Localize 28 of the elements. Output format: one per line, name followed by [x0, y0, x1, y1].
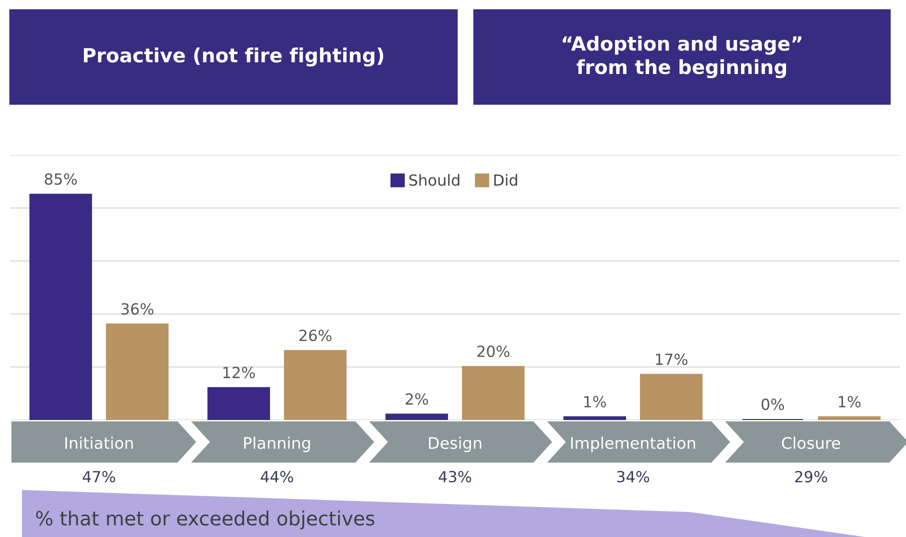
data-label: 2%	[406, 393, 428, 405]
x-tick-label: Implementation	[571, 436, 696, 452]
x-tick-label: Design	[428, 436, 482, 452]
text: 44%	[260, 470, 294, 482]
bar	[385, 414, 448, 420]
bar	[563, 416, 626, 420]
x-tick-label: Closure	[782, 436, 840, 450]
data-label: 1%	[838, 396, 861, 408]
text: 34%	[617, 470, 650, 482]
x-tick-label: Planning	[244, 436, 310, 452]
data-label: 12%	[223, 366, 255, 378]
bar	[818, 416, 881, 420]
data-label: 0%	[762, 398, 784, 410]
data-label: 1%	[584, 396, 606, 408]
chart-subtitle: “Adoption and usage” from the beginning	[562, 36, 802, 78]
chart-title: Proactive (not fire fighting)	[84, 48, 384, 66]
text: 47%	[82, 470, 116, 482]
text: % that met or exceeded objectives	[36, 510, 374, 530]
data-label: 26%	[299, 330, 332, 342]
text: 43%	[438, 470, 472, 482]
data-label: 85%	[44, 173, 77, 185]
text: 29%	[795, 470, 828, 482]
legend-label: Should	[409, 174, 460, 186]
data-label: 36%	[121, 303, 154, 315]
legend-label: Did	[494, 174, 518, 186]
data-label: 20%	[477, 346, 510, 358]
x-tick-label: Initiation	[65, 436, 133, 450]
data-label: 17%	[656, 353, 688, 366]
